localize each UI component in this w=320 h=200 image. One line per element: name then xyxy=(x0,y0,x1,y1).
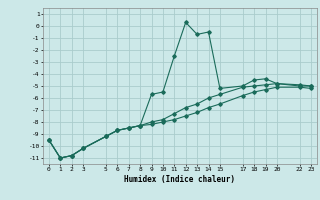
X-axis label: Humidex (Indice chaleur): Humidex (Indice chaleur) xyxy=(124,175,236,184)
